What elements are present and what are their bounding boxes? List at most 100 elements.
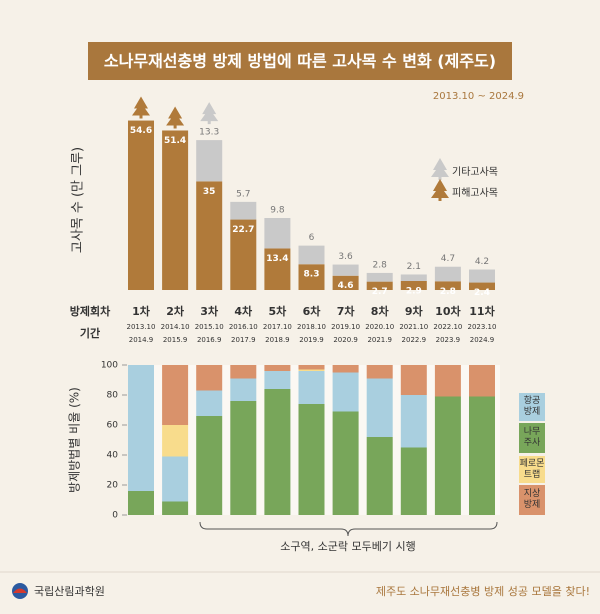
value-label: 6	[309, 233, 315, 243]
bar	[298, 245, 325, 265]
bar-segment	[366, 365, 393, 379]
tree-icon	[431, 158, 449, 180]
bar-segment	[264, 389, 291, 515]
bar	[298, 264, 325, 290]
bar-segment	[298, 404, 325, 515]
chart-title: 소나무재선충병 방제 방법에 따른 고사목 수 변화 (제주도)	[104, 52, 496, 71]
bar-segment	[366, 378, 393, 437]
y-tick-label: 0	[112, 511, 118, 521]
period: 2023.10	[468, 323, 497, 331]
bar-segment	[196, 390, 223, 416]
bar	[400, 281, 427, 290]
bar	[366, 272, 393, 282]
value-label: 13.4	[266, 254, 288, 264]
bar-segment	[332, 411, 359, 515]
bar	[400, 274, 427, 281]
legend-label: 기타고사목	[452, 166, 498, 178]
period: 2016.10	[229, 323, 258, 331]
bar-segment	[332, 372, 359, 412]
bar-segment	[298, 365, 325, 370]
title-box	[88, 42, 512, 80]
bar	[128, 120, 154, 290]
period: 2013.10	[127, 323, 156, 331]
bar	[469, 282, 495, 290]
y-tick-label: 100	[101, 361, 118, 371]
x-tick-label: 6차	[303, 304, 322, 318]
value-label: 2.4	[474, 288, 490, 298]
bar	[162, 130, 189, 290]
period: 2019.9	[299, 336, 324, 344]
x-tick-label: 8차	[371, 304, 390, 318]
period: 2018.9	[265, 336, 290, 344]
bar-segment	[434, 396, 461, 515]
bar-segment	[298, 371, 325, 404]
value-label: 35	[203, 187, 216, 197]
period: 2019.10	[331, 323, 360, 331]
value-label: 3.6	[338, 252, 353, 262]
value-label: 2.8	[373, 260, 388, 270]
bar-segment	[230, 401, 257, 515]
y-tick-label: 40	[107, 451, 119, 461]
legend-item: 지상 방제	[519, 485, 545, 515]
x-tick-label: 9차	[405, 304, 424, 318]
legend-item: 나무 주사	[519, 423, 545, 453]
period: 2015.10	[195, 323, 224, 331]
annotation: 소구역, 소군락 모두베기 시행	[280, 540, 415, 553]
bar-segment	[298, 369, 325, 371]
value-label: 22.7	[232, 225, 254, 235]
y-axis-label: 고사목 수 (만 그루)	[71, 147, 86, 253]
value-label: 4.2	[475, 257, 489, 267]
bar-segment	[128, 491, 154, 515]
y-tick-label: 80	[107, 391, 119, 401]
tree-icon	[132, 96, 150, 119]
category-label: 방제회차	[70, 304, 111, 318]
x-tick-label: 5차	[269, 304, 288, 318]
x-tick-label: 11차	[469, 304, 495, 318]
bar	[230, 219, 257, 290]
bar	[366, 281, 393, 290]
period: 2023.9	[436, 336, 461, 344]
y-axis-label: 방제방법별 비율 (%)	[68, 387, 82, 493]
value-label: 5.7	[236, 189, 250, 199]
bar-segment	[264, 365, 291, 371]
bar-segment	[128, 365, 154, 491]
bar-segment	[162, 456, 189, 502]
bar-segment	[230, 365, 257, 379]
bar	[434, 281, 461, 290]
legend-item: 항공 방제	[519, 393, 545, 421]
bar	[332, 275, 359, 290]
period: 2015.9	[163, 336, 188, 344]
period: 2022.9	[402, 336, 427, 344]
footer-org: 국립산림과학원	[34, 585, 105, 598]
y-tick-label: 60	[107, 421, 119, 431]
bar-segment	[400, 395, 427, 448]
bar-segment	[434, 365, 461, 397]
period: 2020.10	[365, 323, 394, 331]
bar-segment	[332, 365, 359, 373]
legend-item: 페로몬 트랩	[519, 456, 545, 483]
period: 2020.9	[333, 336, 358, 344]
bar-segment	[469, 396, 495, 515]
x-tick-label: 3차	[200, 304, 219, 318]
bar-segment	[162, 425, 189, 457]
value-label: 2.9	[406, 287, 422, 297]
bar-segment	[162, 501, 189, 515]
subtitle: 2013.10 ~ 2024.9	[433, 91, 524, 102]
value-label: 4.6	[338, 281, 354, 291]
bar-segment	[400, 447, 427, 515]
logo	[13, 588, 27, 593]
period: 2017.10	[263, 323, 292, 331]
value-label: 4.7	[441, 254, 455, 264]
tree-icon	[431, 179, 449, 201]
period: 2024.9	[470, 336, 495, 344]
bar	[196, 140, 223, 182]
footer-tagline: 제주도 소나무재선충병 방제 성공 모델을 찾다!	[376, 585, 590, 598]
period: 2014.9	[129, 336, 154, 344]
bar	[264, 248, 291, 290]
bar-segment	[196, 416, 223, 515]
x-tick-label: 10차	[435, 304, 461, 318]
bar	[196, 181, 223, 290]
bar-segment	[400, 365, 427, 395]
